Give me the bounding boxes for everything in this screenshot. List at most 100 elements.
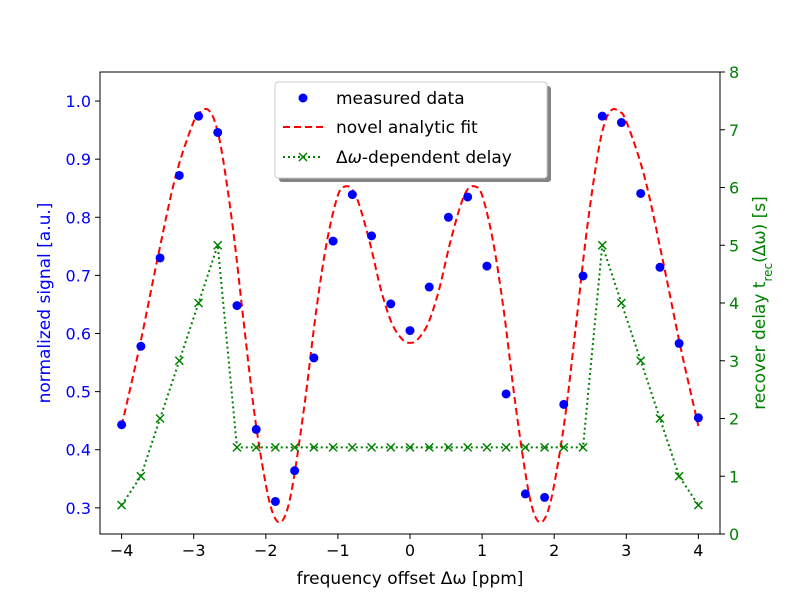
measured-point <box>213 127 223 137</box>
measured-point <box>540 492 550 502</box>
delay-marker <box>251 442 261 452</box>
measured-point <box>424 282 434 292</box>
delay-marker <box>117 500 127 510</box>
delay-marker <box>347 442 357 452</box>
delay-marker <box>540 442 550 452</box>
measured-point <box>597 111 607 121</box>
y-axis-label-left: normalized signal [a.u.] <box>35 203 55 404</box>
delay-marker <box>655 413 665 424</box>
y-right-tick-label: 1 <box>729 467 739 486</box>
measured-point <box>367 231 377 241</box>
measured-point <box>328 236 338 246</box>
measured-point <box>309 353 319 363</box>
delay-marker <box>597 240 607 250</box>
x-tick-label: 0 <box>405 541 415 560</box>
y-axis-label-right: recover delay trec(Δω) [s] <box>750 196 775 410</box>
y-left-tick-label: 0.9 <box>66 150 91 169</box>
measured-point <box>155 253 165 263</box>
delay-marker <box>270 442 280 452</box>
y-axis-label-right-tail: (Δω) [s] <box>750 196 770 263</box>
delay-marker <box>424 442 434 452</box>
measured-point <box>347 190 357 200</box>
measured-point <box>194 111 204 121</box>
x-tick-label: −4 <box>110 541 134 560</box>
measured-point <box>174 170 184 180</box>
y-axis-label-right-sub: rec <box>761 263 775 282</box>
y-right-tick-label: 8 <box>729 63 739 82</box>
measured-point <box>693 413 703 423</box>
y-left-tick-label: 0.6 <box>66 325 91 344</box>
ticks-layer: −4 −3 −2 −1 0 1 2 3 4 0.3 0.4 0.5 0.6 0.7 0.8 0.9 1.0 0 1 2… <box>66 63 740 560</box>
legend-measured-marker <box>298 93 308 103</box>
y-axis-label-right-main: recover delay t <box>750 281 770 410</box>
measured-point <box>463 192 473 202</box>
legend-delay-marker <box>298 152 308 162</box>
delay-marker <box>386 442 396 452</box>
legend-delay-label-pre: Δ <box>336 148 348 168</box>
measured-point <box>520 489 530 499</box>
delay-marker <box>463 442 473 452</box>
delay-marker <box>501 442 511 452</box>
delay-marker <box>443 442 453 452</box>
y-right-tick-label: 0 <box>729 525 739 544</box>
delay-marker <box>213 240 223 250</box>
fit-layer <box>120 107 700 524</box>
y-right-tick-label: 7 <box>729 121 739 140</box>
measured-point <box>405 326 415 336</box>
y-right-tick-label: 5 <box>729 236 739 255</box>
measured-point <box>636 188 646 198</box>
measured-point <box>386 299 396 309</box>
x-tick-label: −1 <box>326 541 350 560</box>
delay-marker <box>232 442 242 452</box>
x-tick-label: 3 <box>621 541 631 560</box>
measured-point <box>117 420 127 430</box>
legend-measured-label: measured data <box>336 89 465 109</box>
delay-marker <box>636 356 646 366</box>
delay-marker <box>309 442 319 452</box>
delay-marker <box>194 298 204 308</box>
measured-point <box>655 262 665 272</box>
legend-delay-label: Δω-dependent delay <box>336 148 512 168</box>
legend-box <box>274 81 548 179</box>
measured-point <box>290 466 300 476</box>
measured-point <box>578 271 588 281</box>
markers-layer <box>117 111 703 506</box>
delay-marker <box>578 442 588 452</box>
delay-marker <box>136 471 146 481</box>
y-left-tick-label: 0.8 <box>66 208 91 227</box>
x-tick-label: 2 <box>549 541 559 560</box>
delay-layer <box>117 240 703 510</box>
y-left-tick-label: 0.7 <box>66 266 91 285</box>
delay-marker <box>674 471 684 481</box>
delay-marker <box>290 442 300 452</box>
fit-curve <box>120 107 700 524</box>
measured-point <box>232 301 242 311</box>
delay-marker <box>616 298 626 308</box>
measured-point <box>270 496 280 506</box>
measured-point <box>559 399 569 409</box>
delay-marker <box>520 442 530 452</box>
y-left-tick-label: 1.0 <box>66 92 91 111</box>
delay-marker <box>155 413 165 424</box>
x-tick-label: −2 <box>254 541 278 560</box>
measured-point <box>616 118 626 128</box>
delay-marker <box>693 500 703 510</box>
x-tick-label: −3 <box>182 541 206 560</box>
measured-point <box>501 389 511 399</box>
x-axis-label: frequency offset Δω [ppm] <box>297 569 524 589</box>
measured-point <box>482 261 492 271</box>
delay-marker <box>174 356 184 366</box>
y-right-tick-label: 4 <box>729 294 739 313</box>
y-right-tick-label: 3 <box>729 352 739 371</box>
delay-line <box>120 244 700 506</box>
x-tick-label: 4 <box>693 541 703 560</box>
measured-point <box>674 338 684 348</box>
plot-frame <box>99 71 721 535</box>
measured-point <box>136 341 146 351</box>
delay-marker <box>482 442 492 452</box>
measured-point <box>251 424 261 434</box>
delay-marker <box>559 442 569 452</box>
legend-delay-label-omega: ω <box>348 148 362 168</box>
delay-marker <box>405 442 415 452</box>
